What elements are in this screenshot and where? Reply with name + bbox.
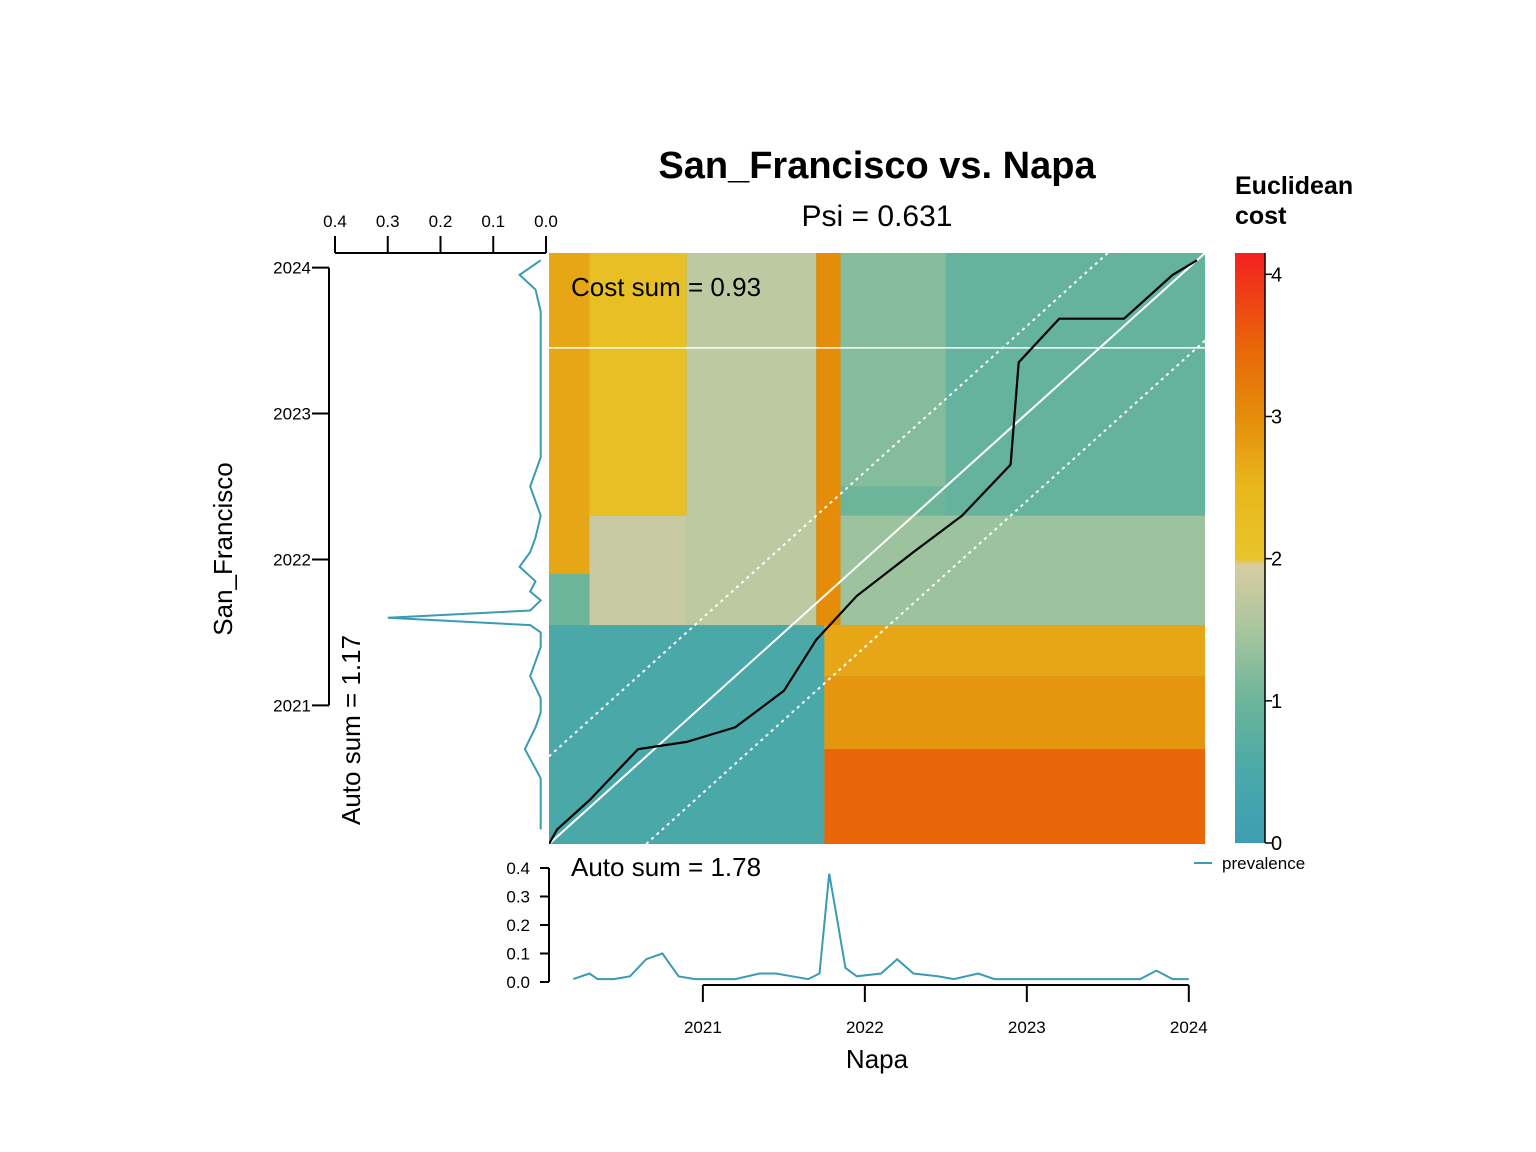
y-prevalence-tick-label: 0.0 (534, 212, 558, 231)
least-cost-path (549, 259, 1198, 844)
y-axis-tick-label: 2023 (273, 405, 311, 424)
colorbar-title-line1: Euclidean (1235, 172, 1353, 200)
auto-sum-y-label: Auto sum = 1.17 (336, 635, 366, 825)
y-axis-tick-label: 2022 (273, 550, 311, 569)
x-prevalence-tick-label: 0.2 (506, 916, 530, 935)
heatmap-cell (840, 253, 946, 487)
colorbar-gradient (1235, 253, 1265, 843)
y-prevalence-panel: 0.0 0.1 0.2 0.3 0.4 2021 2022 2023 2024 (273, 212, 558, 830)
heatmap-cell (589, 515, 687, 626)
chart-subtitle: Psi = 0.631 (802, 200, 953, 233)
legend: prevalence (1194, 854, 1305, 873)
x-axis-tick-label: 2022 (846, 1018, 884, 1037)
heatmap-cell (549, 625, 825, 844)
heatmap-cell (816, 253, 841, 626)
cost-sum-label: Cost sum = 0.93 (571, 272, 761, 302)
y-prevalence-tick-label: 0.1 (481, 212, 505, 231)
y-axis-tick-label: 2021 (273, 696, 311, 715)
x-axis-tick-label: 2021 (684, 1018, 722, 1037)
x-axis-label: Napa (846, 1044, 909, 1074)
heatmap-cell (945, 253, 1205, 516)
x-axis-tick-label: 2024 (1170, 1018, 1208, 1037)
colorbar-tick-label: 2 (1271, 549, 1282, 571)
x-prevalence-line (572, 873, 1189, 981)
y-prevalence-tick-label: 0.2 (429, 212, 453, 231)
heatmap-cell (824, 749, 1205, 844)
heatmap-overlay (549, 253, 1205, 844)
x-prevalence-tick-label: 0.0 (506, 973, 530, 992)
legend-label: prevalence (1222, 854, 1305, 873)
x-prevalence-tick-label: 0.1 (506, 945, 530, 964)
heatmap-cell (549, 253, 590, 575)
chart-title: San_Francisco vs. Napa (658, 145, 1096, 187)
colorbar-tick-label: 4 (1271, 264, 1282, 286)
colorbar-tick-label: 3 (1271, 406, 1282, 428)
y-prevalence-line (387, 259, 543, 830)
heatmap-cell (686, 253, 817, 626)
heatmap-cell (840, 515, 1205, 626)
x-axis-tick-label: 2023 (1008, 1018, 1046, 1037)
colorbar-title-line2: cost (1235, 202, 1287, 230)
heatmap-cell (824, 625, 1205, 677)
auto-sum-x-label: Auto sum = 1.78 (571, 852, 761, 882)
y-prevalence-tick-label: 0.4 (323, 212, 347, 231)
colorbar: 0 1 2 3 4 (1235, 253, 1282, 855)
colorbar-tick-label: 1 (1271, 691, 1282, 713)
x-prevalence-tick-label: 0.3 (506, 888, 530, 907)
heatmap-cell (589, 253, 687, 516)
y-axis-tick-label: 2024 (273, 259, 311, 278)
y-prevalence-tick-label: 0.3 (376, 212, 400, 231)
x-prevalence-tick-label: 0.4 (506, 859, 530, 878)
heatmap-cell (824, 676, 1205, 750)
y-axis-label: San_Francisco (208, 462, 238, 635)
colorbar-tick-label: 0 (1271, 833, 1282, 855)
x-prevalence-panel: 0.0 0.1 0.2 0.3 0.4 2021 2022 2023 2024 (506, 859, 1207, 1037)
